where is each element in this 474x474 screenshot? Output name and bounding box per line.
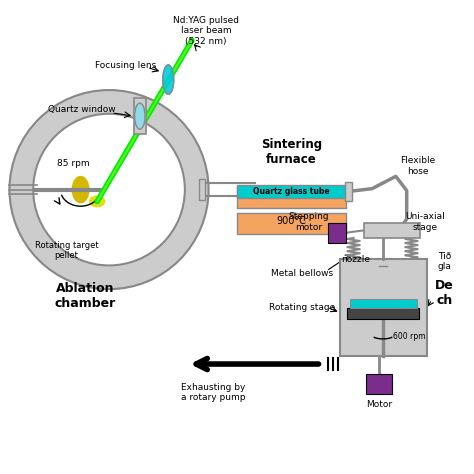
Text: Motor: Motor xyxy=(366,400,392,409)
Ellipse shape xyxy=(90,196,105,207)
Bar xyxy=(237,187,346,208)
Text: Exhausting by
a rotary pump: Exhausting by a rotary pump xyxy=(181,383,246,402)
Text: 900°C: 900°C xyxy=(276,216,307,226)
Text: Sintering
furnace: Sintering furnace xyxy=(261,138,322,166)
Text: nozzle: nozzle xyxy=(341,255,370,264)
Bar xyxy=(350,299,417,308)
Circle shape xyxy=(33,114,185,265)
Text: Stepping
motor: Stepping motor xyxy=(289,212,329,231)
Text: Rotating target
pellet: Rotating target pellet xyxy=(35,241,98,260)
Text: Quartz glass tube: Quartz glass tube xyxy=(253,187,330,196)
Bar xyxy=(237,213,346,234)
Text: Uni-axial
stage: Uni-axial stage xyxy=(405,212,445,231)
Bar xyxy=(134,98,146,134)
Text: Tið
gla: Tið gla xyxy=(438,252,452,271)
Bar xyxy=(199,179,205,200)
Text: Focusing lens: Focusing lens xyxy=(95,61,156,70)
Circle shape xyxy=(9,90,209,289)
Text: Ablation
chamber: Ablation chamber xyxy=(55,282,116,310)
Bar xyxy=(340,259,427,356)
Text: 85 rpm: 85 rpm xyxy=(57,159,90,168)
Text: De
ch: De ch xyxy=(435,279,454,307)
Text: Quartz window: Quartz window xyxy=(48,106,115,114)
Text: Metal bellows: Metal bellows xyxy=(271,270,334,278)
Bar xyxy=(345,182,352,201)
Text: Nd:YAG pulsed
laser beam
(532 nm): Nd:YAG pulsed laser beam (532 nm) xyxy=(173,16,239,46)
Bar xyxy=(364,223,420,238)
Bar xyxy=(328,223,346,243)
Bar xyxy=(347,308,419,319)
Ellipse shape xyxy=(135,103,145,129)
Ellipse shape xyxy=(163,65,173,94)
Text: Flexible
hose: Flexible hose xyxy=(401,156,436,175)
Bar xyxy=(366,374,392,394)
Text: Rotating stage: Rotating stage xyxy=(269,303,336,311)
Bar xyxy=(237,185,346,198)
Ellipse shape xyxy=(72,176,89,203)
Text: 600 rpm: 600 rpm xyxy=(393,332,426,341)
